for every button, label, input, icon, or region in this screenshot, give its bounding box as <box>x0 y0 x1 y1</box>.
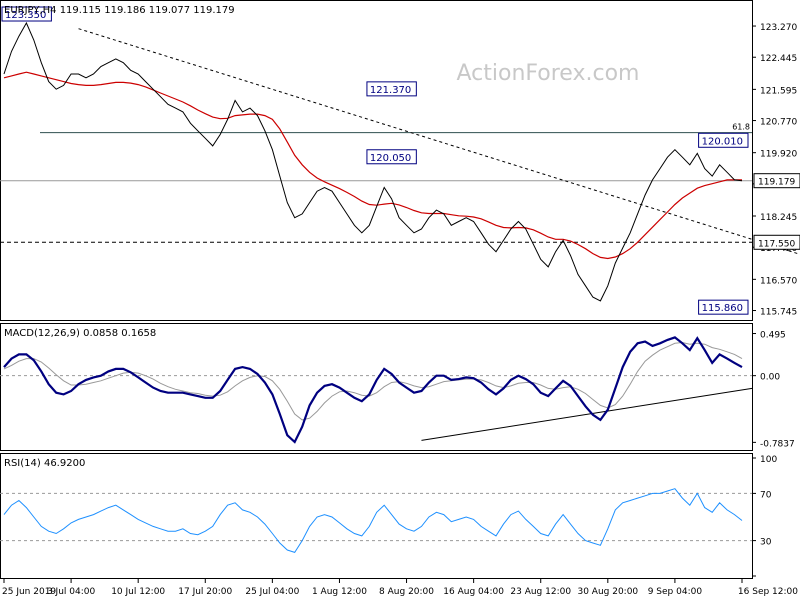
macd-tick-label: -0.7837 <box>760 439 795 449</box>
x-tick-label: 10 Jul 12:00 <box>111 587 165 597</box>
price-trendline <box>78 28 800 255</box>
chart-title: EURJPY,H4 119.115 119.186 119.077 119.17… <box>4 5 235 16</box>
level-annotation-label: 115.860 <box>702 303 743 314</box>
rsi-tick-label: 70 <box>760 490 772 500</box>
price-tick-label: 123.270 <box>760 23 797 33</box>
level-annotation-box <box>698 132 749 148</box>
x-tick-label: 25 Jul 04:00 <box>245 587 299 597</box>
price-line <box>3 21 743 302</box>
x-tick-label: 17 Jul 20:00 <box>178 587 232 597</box>
rsi-tick-label: 30 <box>760 538 772 548</box>
rsi-label: RSI(14) 46.9200 <box>4 458 85 469</box>
macd-label: MACD(12,26,9) 0.0858 0.1658 <box>4 328 156 339</box>
x-tick-label: 30 Aug 20:00 <box>577 587 638 597</box>
price-tick-label: 119.920 <box>760 150 797 160</box>
macd-panel <box>0 323 753 451</box>
rsi-tick-label: 100 <box>760 455 777 465</box>
macd-trendline <box>421 387 753 441</box>
macd-line <box>3 336 743 444</box>
macd-tick-label: 0.495 <box>760 331 786 341</box>
level-annotation-box <box>1 6 52 22</box>
level-annotation-box <box>366 81 417 97</box>
x-tick-label: 23 Aug 12:00 <box>510 587 571 597</box>
x-tick-label: 1 Aug 12:00 <box>312 587 367 597</box>
macd-tick-label: 0.00 <box>760 373 780 383</box>
price-tick-label: 116.570 <box>760 276 797 286</box>
fib-level-label: 61.8 <box>732 123 750 132</box>
level-annotation-box <box>698 299 749 315</box>
level-annotation-label: 120.010 <box>702 136 743 147</box>
price-tick-label: 115.745 <box>760 308 797 318</box>
rsi-panel <box>0 453 753 579</box>
level-annotation-box <box>366 149 417 165</box>
watermark: ActionForex.com <box>457 61 640 86</box>
x-tick-label: 16 Aug 04:00 <box>443 587 504 597</box>
current-price-label: 119.179 <box>758 178 795 188</box>
x-tick-label: 16 Sep 12:00 <box>738 587 798 597</box>
price-tick-label: 121.595 <box>760 86 797 96</box>
price-tick-label: 120.770 <box>760 118 797 128</box>
price-panel <box>0 0 753 321</box>
level-annotation-label: 120.050 <box>370 153 411 164</box>
support-price-label: 117.550 <box>758 239 795 249</box>
x-tick-label: 25 Jun 2019 <box>2 587 56 597</box>
x-tick-label: 8 Aug 20:00 <box>379 587 434 597</box>
current-price-box <box>753 173 800 189</box>
level-annotation-label: 121.370 <box>370 85 411 96</box>
x-tick-label: 9 Sep 04:00 <box>648 587 703 597</box>
price-tick-label: 118.245 <box>760 213 797 223</box>
x-tick-label: 3 Jul 04:00 <box>47 587 96 597</box>
price-tick-label: 122.445 <box>760 54 797 64</box>
macd-signal-line <box>3 341 743 421</box>
level-annotation-label: 123.350 <box>5 10 46 21</box>
support-price-box <box>753 234 800 250</box>
rsi-line <box>3 488 743 553</box>
